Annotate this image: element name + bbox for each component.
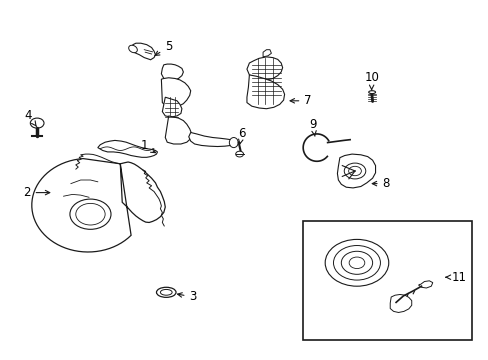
Polygon shape	[338, 159, 370, 183]
Circle shape	[70, 199, 111, 229]
Polygon shape	[131, 43, 155, 60]
Polygon shape	[263, 50, 271, 57]
Circle shape	[325, 239, 388, 286]
Text: 1: 1	[140, 139, 155, 153]
Text: 5: 5	[155, 40, 172, 55]
Text: 8: 8	[371, 177, 389, 190]
Polygon shape	[161, 78, 190, 107]
Ellipse shape	[368, 91, 375, 94]
Polygon shape	[162, 97, 182, 117]
Polygon shape	[246, 75, 284, 109]
Text: 11: 11	[445, 271, 466, 284]
Polygon shape	[165, 116, 191, 144]
Circle shape	[341, 251, 372, 274]
Text: 6: 6	[238, 127, 245, 144]
Ellipse shape	[229, 138, 238, 148]
Text: 4: 4	[24, 109, 37, 126]
Text: 10: 10	[364, 71, 378, 90]
Ellipse shape	[128, 45, 137, 53]
Circle shape	[30, 118, 44, 128]
Polygon shape	[418, 281, 432, 288]
Circle shape	[348, 166, 361, 176]
Polygon shape	[389, 294, 411, 312]
Circle shape	[235, 151, 243, 157]
Polygon shape	[188, 132, 237, 147]
Polygon shape	[161, 64, 183, 81]
Text: 9: 9	[308, 118, 316, 136]
Polygon shape	[337, 154, 375, 188]
Circle shape	[333, 246, 380, 280]
Polygon shape	[246, 57, 282, 80]
Circle shape	[76, 203, 105, 225]
Text: 7: 7	[289, 94, 311, 107]
Circle shape	[348, 257, 364, 269]
Text: 3: 3	[177, 291, 197, 303]
Polygon shape	[98, 140, 157, 157]
Polygon shape	[32, 158, 165, 252]
Ellipse shape	[160, 289, 172, 295]
Bar	[303, 221, 471, 340]
Circle shape	[344, 163, 365, 179]
Text: 2: 2	[23, 186, 50, 199]
Ellipse shape	[156, 287, 176, 297]
